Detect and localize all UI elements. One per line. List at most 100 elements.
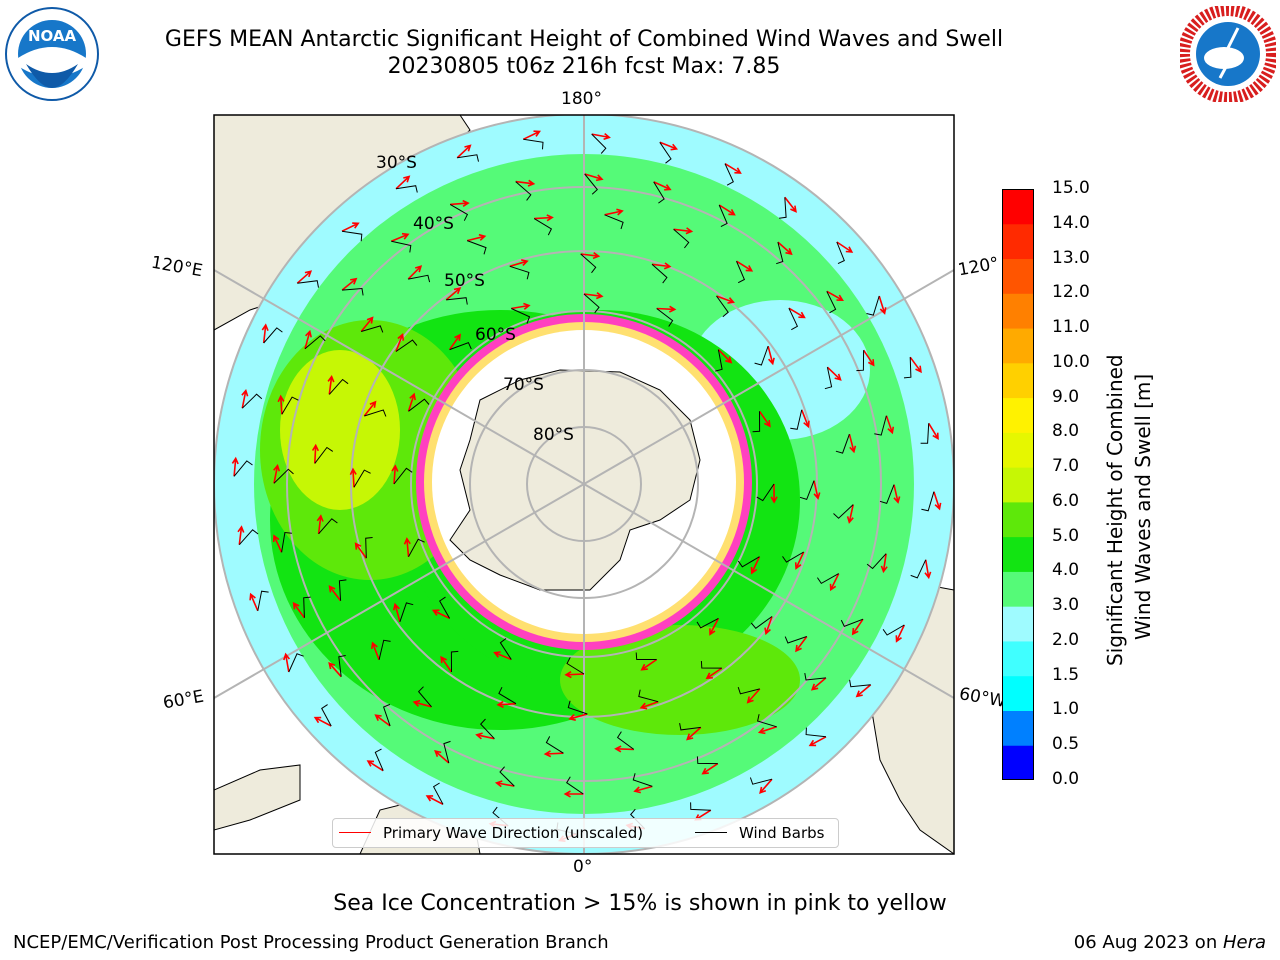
colorbar-segment	[1002, 258, 1034, 294]
wave-arrow	[656, 305, 677, 313]
wind-barb	[756, 483, 775, 502]
wind-barb	[826, 291, 837, 314]
wave-arrow	[515, 179, 536, 187]
wave-arrow	[366, 760, 384, 772]
wave-arrow	[584, 173, 604, 182]
wind-barb	[273, 468, 294, 484]
colorbar-segment	[1002, 745, 1034, 780]
wind-barb	[638, 689, 659, 703]
wind-barb	[446, 297, 468, 305]
wave-arrow	[846, 504, 854, 524]
colorbar-tick-label: 6.0	[1052, 490, 1080, 511]
footer-date: 06 Aug 2023 on Hera	[1074, 932, 1266, 953]
wave-arrow	[392, 602, 401, 623]
wave-arrow	[237, 525, 245, 545]
wave-arrow	[651, 262, 672, 270]
wave-arrow	[633, 785, 653, 794]
wind-barb	[874, 415, 887, 436]
wind-barb	[782, 551, 804, 563]
wave-arrow	[292, 601, 306, 619]
wave-arrow	[341, 277, 358, 291]
wind-barb	[499, 766, 515, 787]
wind-barb	[432, 782, 444, 805]
wave-arrow	[788, 307, 806, 319]
wave-arrow	[709, 618, 720, 636]
wind-barb	[511, 308, 531, 324]
wave-arrow	[261, 323, 269, 344]
wind-barb	[321, 704, 332, 727]
wind-barb	[653, 181, 665, 204]
wind-barb	[659, 142, 672, 164]
wind-barb	[450, 650, 459, 673]
colorbar-tick-label: 8.0	[1052, 421, 1080, 442]
legend-wave-direction: Primary Wave Direction (unscaled)	[383, 824, 644, 842]
wind-barb	[635, 652, 657, 660]
wind-barb	[533, 218, 553, 236]
wind-barb	[715, 349, 723, 372]
wave-arrow	[862, 349, 875, 367]
wind-barb	[338, 579, 347, 601]
map-subtitle: 20230805 t06z 216h fcst Max: 7.85	[387, 54, 781, 79]
wind-barb	[879, 484, 895, 505]
lon-label-0: 0°	[573, 857, 593, 877]
colorbar-label-line2: Wind Waves and Swell [m]	[1131, 373, 1155, 640]
wave-arrow	[328, 585, 342, 602]
wave-arrow	[686, 726, 702, 741]
lat-label-80s: 80°S	[533, 425, 574, 445]
footer-date-text: 06 Aug 2023 on	[1073, 932, 1223, 953]
wind-barb	[499, 638, 512, 660]
colorbar-segment	[1002, 536, 1034, 572]
wave-arrow	[583, 292, 604, 300]
wind-barb	[673, 228, 690, 249]
wind-barb	[382, 703, 391, 727]
wind-barb	[395, 185, 418, 193]
wave-arrow	[543, 750, 564, 758]
colorbar-label-line1: Significant Height of Combined	[1103, 354, 1127, 666]
wind-barb	[784, 636, 807, 644]
wind-barb	[724, 163, 734, 186]
wind-barb	[696, 617, 719, 629]
wave-arrow	[440, 655, 453, 673]
wind-barb	[281, 396, 299, 415]
wave-arrow	[448, 333, 461, 351]
wave-arrow	[580, 252, 601, 260]
wind-barb	[328, 378, 349, 395]
colorbar-tick-label: 10.0	[1052, 351, 1090, 372]
wind-barb	[449, 341, 472, 351]
wind-barb	[700, 660, 722, 669]
wave-arrow	[511, 302, 531, 310]
wind-barb	[882, 624, 905, 636]
wind-barb	[824, 367, 833, 390]
wave-arrow	[653, 181, 672, 191]
wave-arrow	[522, 130, 542, 141]
wave-arrow	[493, 651, 512, 661]
wave-arrow	[272, 534, 283, 553]
wave-arrow	[425, 795, 444, 806]
wind-barb	[716, 295, 729, 318]
wind-barb	[408, 538, 425, 557]
wind-barb	[439, 596, 451, 619]
wave-arrow	[716, 295, 735, 304]
lon-label-180: 180°	[561, 89, 602, 109]
colorbar-segment	[1002, 571, 1034, 607]
wind-barb	[920, 423, 930, 444]
wave-arrow	[434, 750, 450, 764]
colorbar-tick-label: 5.0	[1052, 525, 1080, 546]
wind-barb	[457, 154, 479, 162]
wave-arrow	[878, 295, 887, 315]
wind-barb	[754, 346, 769, 366]
wind-barb	[840, 618, 864, 628]
wind-barb	[903, 357, 912, 379]
wave-arrow	[604, 208, 624, 216]
wave-arrow	[848, 433, 857, 454]
wind-barb	[498, 686, 517, 705]
colorbar-segment	[1002, 501, 1034, 538]
wave-arrow	[431, 609, 450, 620]
lat-label-50s: 50°S	[444, 271, 485, 291]
wind-barb	[314, 446, 334, 464]
wind-barb	[799, 480, 815, 501]
wind-barb	[241, 393, 263, 409]
wave-arrow	[924, 559, 932, 580]
wave-arrow	[374, 714, 391, 727]
wind-barb	[341, 230, 363, 242]
